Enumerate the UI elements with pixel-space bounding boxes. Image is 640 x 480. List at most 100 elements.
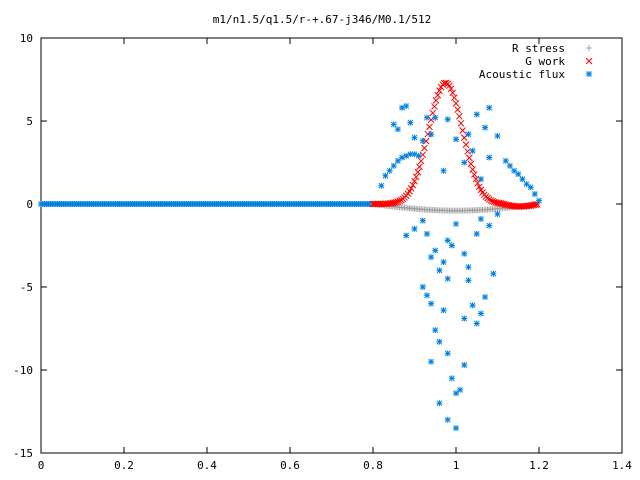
acoustic-flux-point xyxy=(411,151,418,158)
g-work-point xyxy=(470,171,478,178)
acoustic-flux-point xyxy=(486,154,493,161)
acoustic-flux-point xyxy=(415,152,422,159)
g-work-point xyxy=(475,183,483,191)
acoustic-flux-point xyxy=(465,131,472,138)
acoustic-flux-point xyxy=(390,162,397,169)
acoustic-flux-point xyxy=(428,254,435,261)
acoustic-flux-point xyxy=(411,225,418,232)
acoustic-flux-point xyxy=(448,375,455,382)
g-work-point xyxy=(426,123,433,131)
legend-marker-acoustic-flux xyxy=(586,71,592,77)
acoustic-flux-point xyxy=(432,327,439,334)
g-work-point xyxy=(421,144,428,152)
x-tick-label: 1.2 xyxy=(529,459,549,472)
g-work-point xyxy=(450,94,458,102)
acoustic-flux-point xyxy=(486,104,493,111)
acoustic-flux-point xyxy=(419,137,426,144)
acoustic-flux-point xyxy=(411,134,418,141)
g-work-point xyxy=(409,181,417,189)
data-marks xyxy=(38,45,593,432)
g-work-point xyxy=(412,173,420,181)
y-tick-label: 0 xyxy=(26,198,33,211)
acoustic-flux-point xyxy=(378,182,385,189)
acoustic-flux-point xyxy=(469,302,476,309)
acoustic-flux-point xyxy=(444,237,451,244)
g-work-point xyxy=(464,148,471,155)
legend-label-acoustic-flux: Acoustic flux xyxy=(479,68,565,81)
acoustic-flux-point xyxy=(465,277,472,284)
acoustic-flux-point xyxy=(428,131,435,138)
g-work-point xyxy=(452,100,460,107)
acoustic-flux-point xyxy=(390,121,397,128)
acoustic-flux-point xyxy=(527,184,534,191)
acoustic-flux-point xyxy=(407,151,414,158)
legend-label-r-stress: R stress xyxy=(512,42,565,55)
acoustic-flux-point xyxy=(490,270,497,277)
acoustic-flux-point xyxy=(436,400,443,407)
x-tick-label: 1.4 xyxy=(612,459,632,472)
acoustic-flux-point xyxy=(477,215,484,222)
acoustic-flux-point xyxy=(403,232,410,239)
y-tick-label: -10 xyxy=(13,364,33,377)
acoustic-flux-point xyxy=(423,114,430,121)
acoustic-flux-point xyxy=(419,217,426,224)
acoustic-flux-point xyxy=(486,222,493,229)
g-work-point xyxy=(416,163,423,171)
x-tick-label: 0.6 xyxy=(280,459,300,472)
axes: 0 0.2 0.4 0.6 0.8 1 1.2 1.4 10 5 0 -5 -10 -15 xyxy=(13,32,632,472)
g-work-point xyxy=(467,160,475,168)
g-work-point xyxy=(396,197,403,205)
g-work-point xyxy=(447,85,455,93)
acoustic-flux-point xyxy=(444,275,451,282)
acoustic-flux-point xyxy=(394,157,401,164)
g-work-point xyxy=(457,119,465,127)
acoustic-flux-point xyxy=(473,111,480,118)
plot-frame xyxy=(40,37,623,454)
x-tick-label: 0.2 xyxy=(114,459,134,472)
g-work-point xyxy=(454,106,462,113)
acoustic-flux-point xyxy=(469,147,476,154)
acoustic-flux-point xyxy=(461,362,468,369)
acoustic-flux-point xyxy=(399,154,406,161)
acoustic-flux-point xyxy=(536,197,542,204)
acoustic-flux-point xyxy=(461,315,468,322)
x-tick-label: 0.4 xyxy=(197,459,217,472)
acoustic-flux-point xyxy=(477,176,484,183)
acoustic-flux-point xyxy=(382,172,389,179)
acoustic-flux-point xyxy=(457,386,464,393)
acoustic-flux-point xyxy=(477,310,484,317)
acoustic-flux-point xyxy=(407,119,414,126)
g-work-point xyxy=(394,198,402,205)
g-work-point xyxy=(472,175,480,183)
acoustic-flux-point xyxy=(423,292,430,299)
g-work-point xyxy=(414,168,422,176)
g-work-point xyxy=(411,177,418,185)
y-tick-label: 10 xyxy=(20,32,33,45)
acoustic-flux-point xyxy=(394,126,401,133)
acoustic-flux-point xyxy=(440,307,447,314)
g-work-point xyxy=(436,87,443,95)
acoustic-flux-point xyxy=(453,136,459,143)
g-work-point xyxy=(446,82,453,90)
x-tick-label: 0 xyxy=(38,459,45,472)
g-work-point xyxy=(487,197,495,204)
acoustic-flux-point xyxy=(399,104,406,111)
acoustic-flux-point xyxy=(515,171,522,178)
acoustic-flux-point xyxy=(432,247,439,254)
y-tick-label: -15 xyxy=(13,447,33,460)
chart-title: m1/n1.5/q1.5/r-+.67-j346/M0.1/512 xyxy=(213,13,432,26)
g-work-point xyxy=(419,151,427,159)
acoustic-flux-point xyxy=(428,358,435,365)
acoustic-flux-point xyxy=(423,230,430,237)
g-work-point xyxy=(474,179,481,187)
acoustic-flux-point xyxy=(436,338,443,345)
g-work-point xyxy=(431,103,438,110)
acoustic-flux-point xyxy=(453,220,459,227)
g-work-point xyxy=(462,141,470,148)
y-tick-label: 5 xyxy=(26,115,33,128)
acoustic-flux-point xyxy=(506,162,513,169)
acoustic-flux-point xyxy=(444,350,451,357)
acoustic-flux-point xyxy=(465,264,472,271)
g-work-point xyxy=(455,112,463,120)
